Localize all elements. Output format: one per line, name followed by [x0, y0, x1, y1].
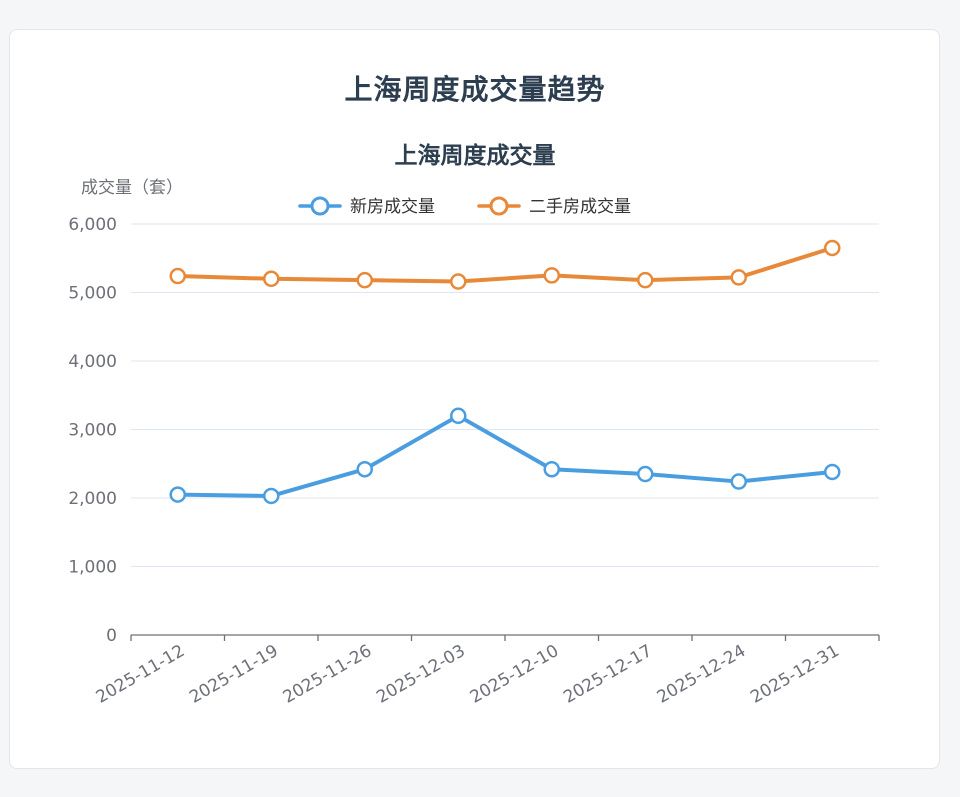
x-axis: 2025-11-122025-11-192025-11-262025-12-03…: [93, 634, 880, 708]
legend: 新房成交量 二手房成交量: [298, 196, 631, 217]
legend-label: 新房成交量: [350, 197, 435, 217]
x-tick-label: 2025-12-03: [373, 641, 469, 708]
legend-item: 二手房成交量: [477, 196, 631, 217]
x-tick-label: 2025-11-26: [280, 641, 376, 708]
data-point: [730, 269, 747, 286]
chart-title: 上海周度成交量: [395, 142, 556, 169]
x-tick-label: 2025-12-10: [467, 641, 563, 708]
legend-marker: [310, 196, 330, 216]
data-point: [730, 473, 747, 490]
data-point: [169, 486, 186, 503]
y-tick-label: 0: [106, 626, 117, 646]
data-point: [543, 267, 560, 284]
y-tick-label: 4,000: [68, 352, 117, 372]
x-tick-label: 2025-12-24: [654, 641, 750, 708]
x-tick-label: 2025-11-12: [93, 641, 189, 708]
legend-marker: [489, 196, 509, 216]
data-point: [824, 239, 841, 257]
data-point: [637, 271, 654, 289]
series-1: [169, 407, 841, 505]
x-tick-label: 2025-12-17: [560, 641, 656, 708]
data-point: [263, 487, 280, 505]
y-tick-label: 5,000: [68, 284, 117, 304]
series-layer: [169, 239, 841, 505]
legend-label: 二手房成交量: [529, 197, 631, 217]
y-tick-label: 6,000: [68, 215, 117, 235]
series-line: [175, 245, 835, 284]
data-point: [543, 460, 560, 478]
chart-card: [9, 29, 940, 769]
legend-item: 新房成交量: [298, 196, 435, 217]
data-point: [263, 270, 280, 288]
data-point: [169, 267, 186, 285]
series-line: [175, 413, 835, 498]
y-tick-label: 3,000: [68, 421, 117, 441]
data-point: [356, 271, 373, 289]
series-2: [169, 239, 841, 290]
data-point: [356, 460, 373, 478]
y-axis: 0 1,000 2,000 3,000 4,000 5,000 6,000: [68, 215, 117, 646]
y-tick-label: 1,000: [68, 558, 117, 578]
x-tick-label: 2025-12-31: [747, 641, 843, 708]
data-point: [824, 463, 841, 481]
grid-lines: [131, 223, 879, 567]
data-point: [450, 273, 467, 290]
page-title: 上海周度成交量趋势: [344, 73, 606, 106]
data-point: [450, 407, 467, 425]
y-axis-label: 成交量（套）: [81, 178, 183, 198]
y-tick-label: 2,000: [68, 489, 117, 509]
x-tick-label: 2025-11-19: [186, 641, 282, 708]
data-point: [637, 465, 654, 483]
